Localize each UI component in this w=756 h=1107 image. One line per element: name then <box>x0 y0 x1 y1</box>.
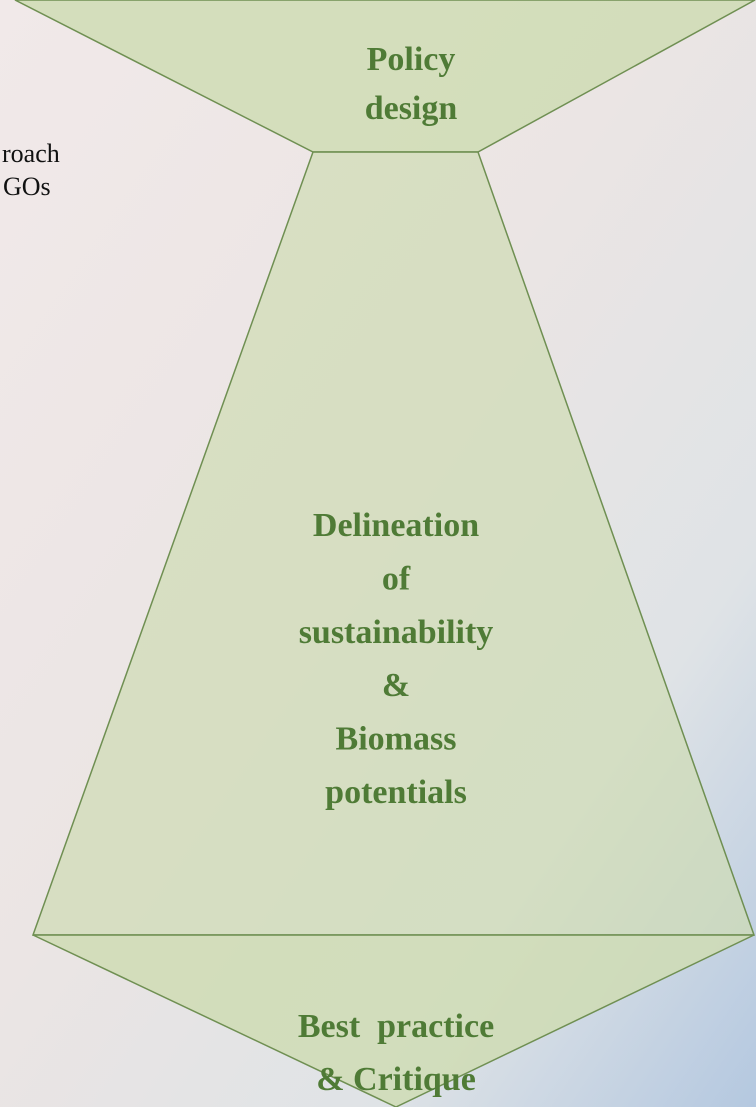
shape-label: Policy <box>367 41 456 78</box>
shape-label: of <box>382 560 411 597</box>
side-text: roach <box>2 139 60 168</box>
shape-label: & <box>382 667 410 704</box>
shape-label: potentials <box>325 774 467 811</box>
shape-label: Delineation <box>313 507 479 544</box>
shape-label: Biomass <box>336 721 457 758</box>
shape-label: sustainability <box>299 614 494 651</box>
shape-label: design <box>365 90 458 127</box>
side-text: GOs <box>3 172 51 201</box>
shape-label: & Critique <box>316 1061 476 1098</box>
texts: roach GOs Policy design Delineation of sustain… <box>2 41 494 1098</box>
shape-label: Best practice <box>298 1008 494 1045</box>
bottom-shape <box>32 934 755 1107</box>
